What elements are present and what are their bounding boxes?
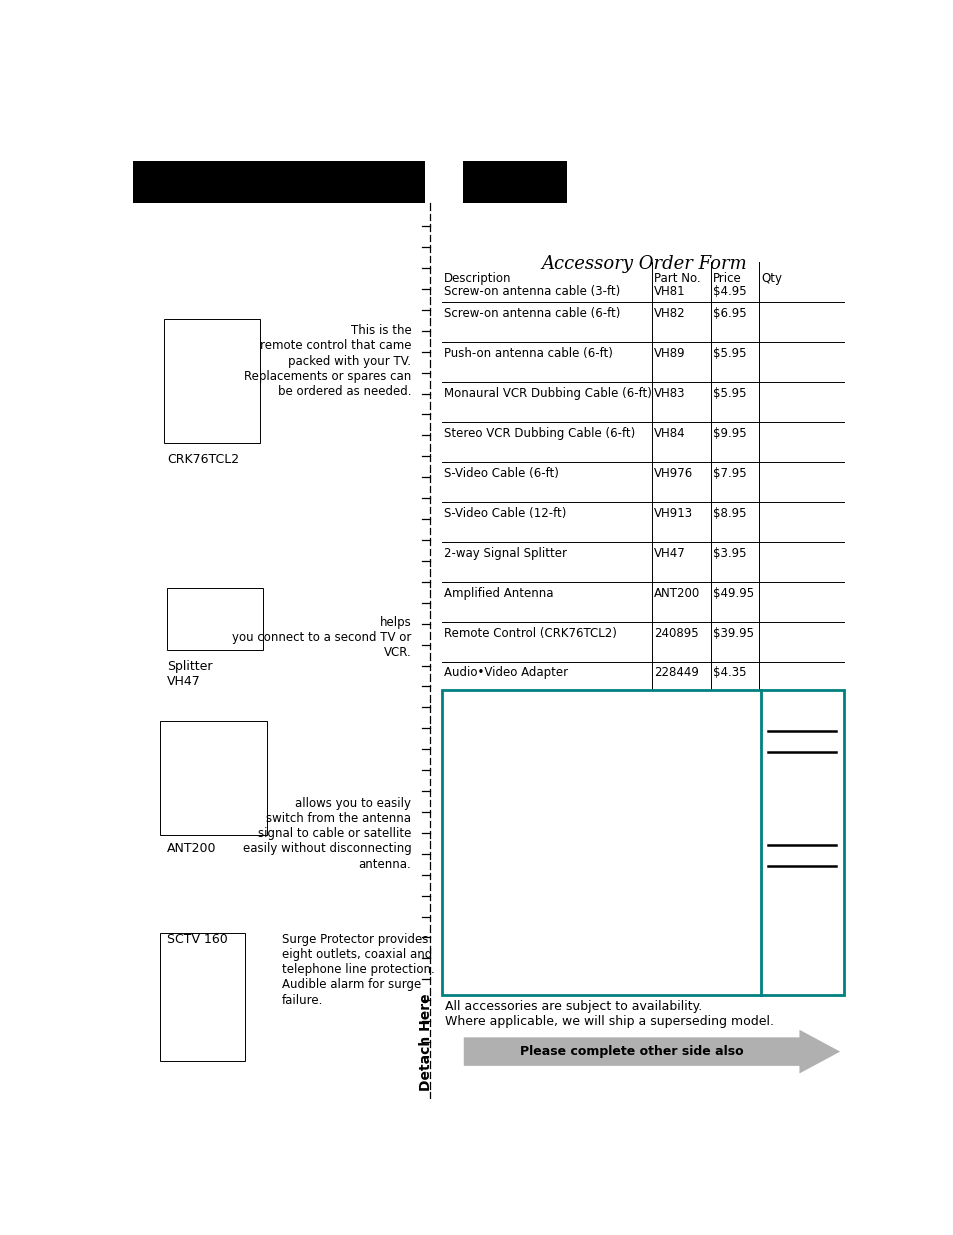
Text: 228449: 228449 [653, 667, 698, 679]
Text: VH82: VH82 [653, 308, 684, 320]
Text: Monaural VCR Dubbing Cable (6-ft): Monaural VCR Dubbing Cable (6-ft) [443, 387, 651, 400]
Text: $9.95: $9.95 [712, 427, 746, 440]
Text: VH83: VH83 [653, 387, 684, 400]
Bar [160, 721, 267, 835]
Text: CRK76TCL2: CRK76TCL2 [167, 452, 239, 466]
Bar [167, 589, 263, 651]
Bar [462, 161, 566, 204]
Text: Screw-on antenna cable (6-ft): Screw-on antenna cable (6-ft) [443, 308, 619, 320]
Text: VH47: VH47 [653, 547, 685, 559]
Text: All accessories are subject to availability.: All accessories are subject to availabil… [445, 1000, 701, 1013]
Text: SCTV 160: SCTV 160 [167, 932, 228, 946]
Text: $5.95: $5.95 [712, 387, 745, 400]
Text: Description: Description [443, 272, 511, 285]
Text: $49.95: $49.95 [712, 587, 753, 599]
Text: Total Merchandise ………………………………………: Total Merchandise ……………………………………… [449, 722, 735, 736]
Text: VCR.: VCR. [383, 646, 411, 659]
Text: This is the: This is the [350, 324, 411, 337]
Bar [441, 690, 842, 994]
Text: antenna.: antenna. [358, 857, 411, 871]
Text: Screw-on antenna cable (3-ft): Screw-on antenna cable (3-ft) [443, 285, 619, 298]
Polygon shape [463, 1030, 840, 1073]
Text: Sales Tax …………………………………………………: Sales Tax ………………………………………………… [449, 743, 730, 757]
Text: Remote Control (CRK76TCL2): Remote Control (CRK76TCL2) [443, 626, 616, 640]
Bar [164, 320, 259, 443]
Text: $4.35: $4.35 [712, 667, 745, 679]
Text: VH976: VH976 [653, 467, 692, 479]
Text: packed with your TV.: packed with your TV. [288, 354, 411, 368]
Text: eight outlets, coaxial and: eight outlets, coaxial and [282, 948, 432, 961]
Text: Shipping and Handling ………………………………: Shipping and Handling ……………………………… [449, 836, 727, 850]
Text: Price: Price [712, 272, 740, 285]
Text: Amplified Antenna: Amplified Antenna [443, 587, 553, 599]
Text: $3.95: $3.95 [712, 547, 745, 559]
Text: VH84: VH84 [653, 427, 684, 440]
Text: allows you to easily: allows you to easily [295, 797, 411, 810]
Text: remote control that came: remote control that came [259, 340, 411, 352]
Text: Push-on antenna cable (6-ft): Push-on antenna cable (6-ft) [443, 347, 612, 359]
Text: VH81: VH81 [653, 285, 684, 298]
Text: Audio•Video Adapter: Audio•Video Adapter [443, 667, 567, 679]
Text: VH47: VH47 [167, 676, 201, 688]
Text: $4.95: $4.95 [712, 285, 746, 298]
Text: $5.95: $5.95 [712, 347, 745, 359]
Text: 240895: 240895 [653, 626, 698, 640]
Text: Use VISA, MasterCard, or Discover Card
preferably.: Use VISA, MasterCard, or Discover Card p… [449, 878, 683, 906]
Text: $39.95: $39.95 [712, 626, 753, 640]
Text: ANT200: ANT200 [167, 842, 216, 856]
Text: $7.95: $7.95 [712, 467, 746, 479]
Text: 2-way Signal Splitter: 2-way Signal Splitter [443, 547, 566, 559]
Text: Money order or check must be in U.S.
currency only.: Money order or check must be in U.S. cur… [449, 916, 671, 945]
Text: Surge Protector provides: Surge Protector provides [282, 932, 428, 946]
Text: VH89: VH89 [653, 347, 684, 359]
Text: be ordered as needed.: be ordered as needed. [277, 385, 411, 398]
Text: $6.95: $6.95 [712, 308, 746, 320]
Text: helps: helps [379, 616, 411, 629]
Text: Detach Here: Detach Here [418, 993, 433, 1091]
Text: failure.: failure. [282, 994, 323, 1007]
Text: Please complete other side also: Please complete other side also [519, 1045, 742, 1058]
Text: Stereo VCR Dubbing Cable (6-ft): Stereo VCR Dubbing Cable (6-ft) [443, 427, 635, 440]
Text: Replacements or spares can: Replacements or spares can [244, 369, 411, 383]
Text: Qty: Qty [760, 272, 781, 285]
Text: S-Video Cable (6-ft): S-Video Cable (6-ft) [443, 467, 558, 479]
Text: signal to cable or satellite: signal to cable or satellite [257, 827, 411, 840]
Text: Prices are subject to change without notice.: Prices are subject to change without not… [449, 701, 708, 715]
Text: $49.95: $49.95 [712, 706, 753, 720]
Bar [132, 161, 424, 204]
Text: Where applicable, we will ship a superseding model.: Where applicable, we will ship a superse… [445, 1015, 774, 1029]
Bar [160, 932, 245, 1061]
Text: you connect to a second TV or: you connect to a second TV or [232, 631, 411, 645]
Text: easily without disconnecting: easily without disconnecting [242, 842, 411, 856]
Text: ANT200: ANT200 [653, 587, 700, 599]
Text: VH913: VH913 [653, 506, 692, 520]
Text: telephone line protection.: telephone line protection. [282, 963, 435, 976]
Text: Surge Protector: Surge Protector [443, 706, 536, 720]
Text: Part No.: Part No. [653, 272, 700, 285]
Text: Accessory Order Form: Accessory Order Form [540, 256, 746, 273]
Text: Splitter: Splitter [167, 659, 213, 673]
Text: No COD or CASH.: No COD or CASH. [449, 955, 550, 967]
Text: Audible alarm for surge: Audible alarm for surge [282, 978, 420, 992]
Text: switch from the antenna: switch from the antenna [266, 811, 411, 825]
Text: S-Video Cable (12-ft): S-Video Cable (12-ft) [443, 506, 566, 520]
Text: Total Amount Enclosed ………………………………: Total Amount Enclosed ……………………………… [449, 857, 727, 871]
Text: SCTV160: SCTV160 [653, 706, 706, 720]
Text: We are required by law to collect the
appropriate sales tax for each individual
: We are required by law to collect the ap… [449, 764, 688, 823]
Text: $8.95: $8.95 [712, 506, 745, 520]
